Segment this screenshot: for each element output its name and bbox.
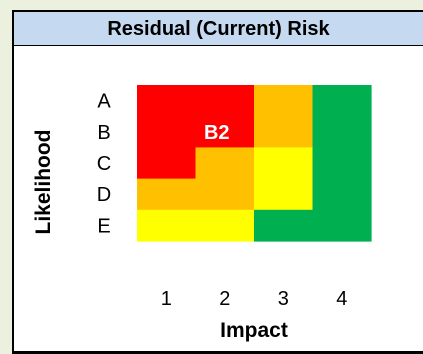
heatmap-cell-E1 [137,209,197,242]
heatmap-cell-E2 [195,209,255,242]
heatmap-cell-B2 [195,116,255,148]
heatmap-cell-D4 [312,178,372,211]
y-axis-title: Likelihood [32,130,55,235]
y-tick-label: E [97,215,110,237]
bottom-border [12,351,423,354]
chart-title: Residual (Current) Risk [14,12,423,46]
heatmap-cell-E3 [254,209,314,242]
heatmap-cell-B3 [254,116,314,148]
y-tick-label: A [97,91,111,113]
heatmap-cell-A3 [254,85,314,117]
heatmap-cell-D2 [195,178,255,211]
heatmap-cell-A2 [195,85,255,117]
risk-marker-label: B2 [204,122,230,144]
heatmap-cell-A4 [312,85,372,117]
marker-layer: B2 [204,122,230,144]
y-tick-label: C [97,153,111,175]
heatmap-cell-C3 [254,147,314,180]
y-tick-label: D [97,184,111,206]
x-tick-label: 4 [336,288,347,310]
x-tick-label: 3 [278,288,289,310]
x-axis-title: Impact [220,319,288,342]
x-tick-label: 2 [219,288,230,310]
heatmap-cell-D3 [254,178,314,211]
heatmap-cell-B1 [137,116,197,148]
heatmap-cell-D1 [137,178,197,211]
heatmap-cell-E4 [312,209,372,242]
heatmap-cell-A1 [137,85,197,117]
y-tick-label: B [97,122,110,144]
heatmap-cell-C4 [312,147,372,180]
heatmap-cell-C1 [137,147,197,180]
heatmap-cell-C2 [195,147,255,180]
heatmap-cell-B4 [312,116,372,148]
x-tick-label: 1 [161,288,172,310]
heatmap-cells [137,85,372,242]
